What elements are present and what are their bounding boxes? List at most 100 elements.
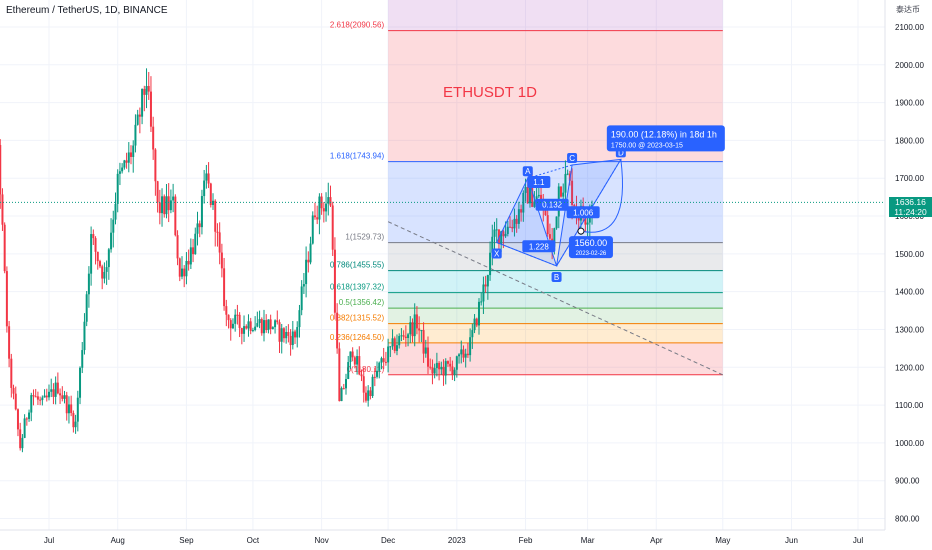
candle-body bbox=[395, 345, 398, 351]
candle-body bbox=[327, 197, 330, 204]
candle-body bbox=[123, 160, 126, 168]
candle-body bbox=[449, 363, 452, 367]
candle-body bbox=[138, 114, 141, 117]
candle-body bbox=[586, 222, 589, 225]
candle-body bbox=[282, 328, 285, 339]
candle-body bbox=[446, 361, 449, 364]
candle-body bbox=[506, 226, 509, 234]
candle-body bbox=[571, 180, 574, 205]
candle-body bbox=[489, 252, 492, 276]
candle-body bbox=[223, 268, 226, 307]
candle-body bbox=[336, 312, 339, 349]
candle-body bbox=[70, 404, 73, 414]
candle-body bbox=[515, 218, 518, 224]
candle-body bbox=[442, 366, 445, 376]
candle-body bbox=[1, 194, 4, 225]
candle-body bbox=[118, 171, 121, 174]
candle-body bbox=[85, 294, 88, 322]
candle-body bbox=[382, 358, 385, 362]
candle-body bbox=[553, 228, 556, 247]
candle-body bbox=[132, 145, 135, 157]
candle-body bbox=[65, 395, 68, 414]
candle-body bbox=[243, 326, 246, 334]
x-tick-label: Sep bbox=[179, 536, 194, 545]
candle-body bbox=[347, 362, 350, 380]
projection-low-box bbox=[568, 236, 613, 259]
candle-body bbox=[520, 209, 523, 213]
candle-body bbox=[196, 223, 199, 234]
pattern-ratio-label: 1.228 bbox=[529, 242, 550, 251]
pattern-point-label: B bbox=[554, 273, 559, 282]
candle-body bbox=[360, 374, 363, 377]
candle-body bbox=[300, 286, 303, 311]
pattern-point-label: C bbox=[569, 154, 575, 163]
pattern-point-badge bbox=[567, 152, 578, 163]
candle-body bbox=[531, 184, 534, 207]
candle-body bbox=[114, 203, 117, 220]
candle-body bbox=[265, 320, 268, 331]
candle-body bbox=[351, 351, 354, 358]
candle-body bbox=[56, 382, 59, 394]
candle-body bbox=[564, 174, 567, 193]
x-tick-label: Dec bbox=[381, 536, 395, 545]
candle-body bbox=[311, 215, 314, 244]
candle-body bbox=[302, 284, 305, 287]
candle-body bbox=[294, 331, 297, 338]
candle-body bbox=[176, 235, 179, 259]
candle-body bbox=[411, 322, 414, 337]
harmonic-pattern[interactable]: X A B C D 1.1 0.132 1.228 1.006 190.00 (12.18%) i… bbox=[491, 125, 725, 282]
candle-body bbox=[466, 353, 469, 356]
fib-level-label: 0.5(1356.42) bbox=[339, 298, 385, 307]
candle-body bbox=[90, 234, 93, 274]
candle-body bbox=[393, 338, 396, 351]
currency-label: 泰达币 bbox=[896, 5, 920, 14]
candle-body bbox=[165, 196, 168, 215]
pattern-point-badge bbox=[522, 166, 533, 177]
candle-body bbox=[577, 217, 580, 221]
grid-lines bbox=[0, 0, 885, 530]
candle-body bbox=[444, 361, 447, 376]
candle-body bbox=[152, 126, 155, 150]
pattern-xb bbox=[496, 242, 557, 267]
candle-body bbox=[453, 369, 456, 376]
candle-body bbox=[559, 186, 562, 197]
candle-body bbox=[322, 208, 325, 212]
candle-body bbox=[178, 258, 181, 277]
candle-body bbox=[8, 326, 11, 359]
fib-level-label: 0.382(1315.52) bbox=[330, 314, 385, 323]
candle-body bbox=[364, 392, 367, 401]
candle-body bbox=[562, 192, 565, 197]
fib-zone bbox=[388, 292, 723, 309]
candle-body bbox=[267, 319, 270, 331]
candle-body bbox=[353, 357, 356, 365]
candle-body bbox=[287, 331, 290, 336]
candle-body bbox=[486, 275, 489, 287]
candle-body bbox=[39, 399, 42, 401]
candle-body bbox=[12, 387, 15, 394]
symbol-title[interactable]: Ethereum / TetherUS, 1D, BINANCE bbox=[6, 5, 168, 16]
candle-body bbox=[169, 200, 172, 211]
candle-body bbox=[369, 390, 372, 397]
candle-body bbox=[167, 196, 170, 211]
y-tick-label: 1400.00 bbox=[895, 288, 924, 297]
x-tick-label: Mar bbox=[581, 536, 595, 545]
fib-zone bbox=[388, 342, 723, 375]
candle-body bbox=[331, 205, 334, 250]
last-price-tag: 1636.16 11:24:20 bbox=[889, 197, 932, 217]
fib-level-label: 2.618(2090.56) bbox=[330, 21, 385, 30]
candle-body bbox=[145, 86, 148, 95]
candle-body bbox=[497, 229, 500, 244]
candle-body bbox=[172, 196, 175, 201]
candle-body bbox=[458, 354, 461, 357]
candle-body bbox=[524, 187, 527, 193]
candle-body bbox=[19, 429, 22, 449]
candle-body bbox=[54, 382, 57, 397]
candle-body bbox=[50, 389, 53, 392]
candle-body bbox=[371, 376, 374, 397]
candle-body bbox=[185, 260, 188, 277]
pattern-point-badge bbox=[551, 271, 562, 282]
candle-body bbox=[400, 335, 403, 337]
y-tick-label: 800.00 bbox=[895, 515, 920, 524]
candle-body bbox=[420, 330, 423, 332]
